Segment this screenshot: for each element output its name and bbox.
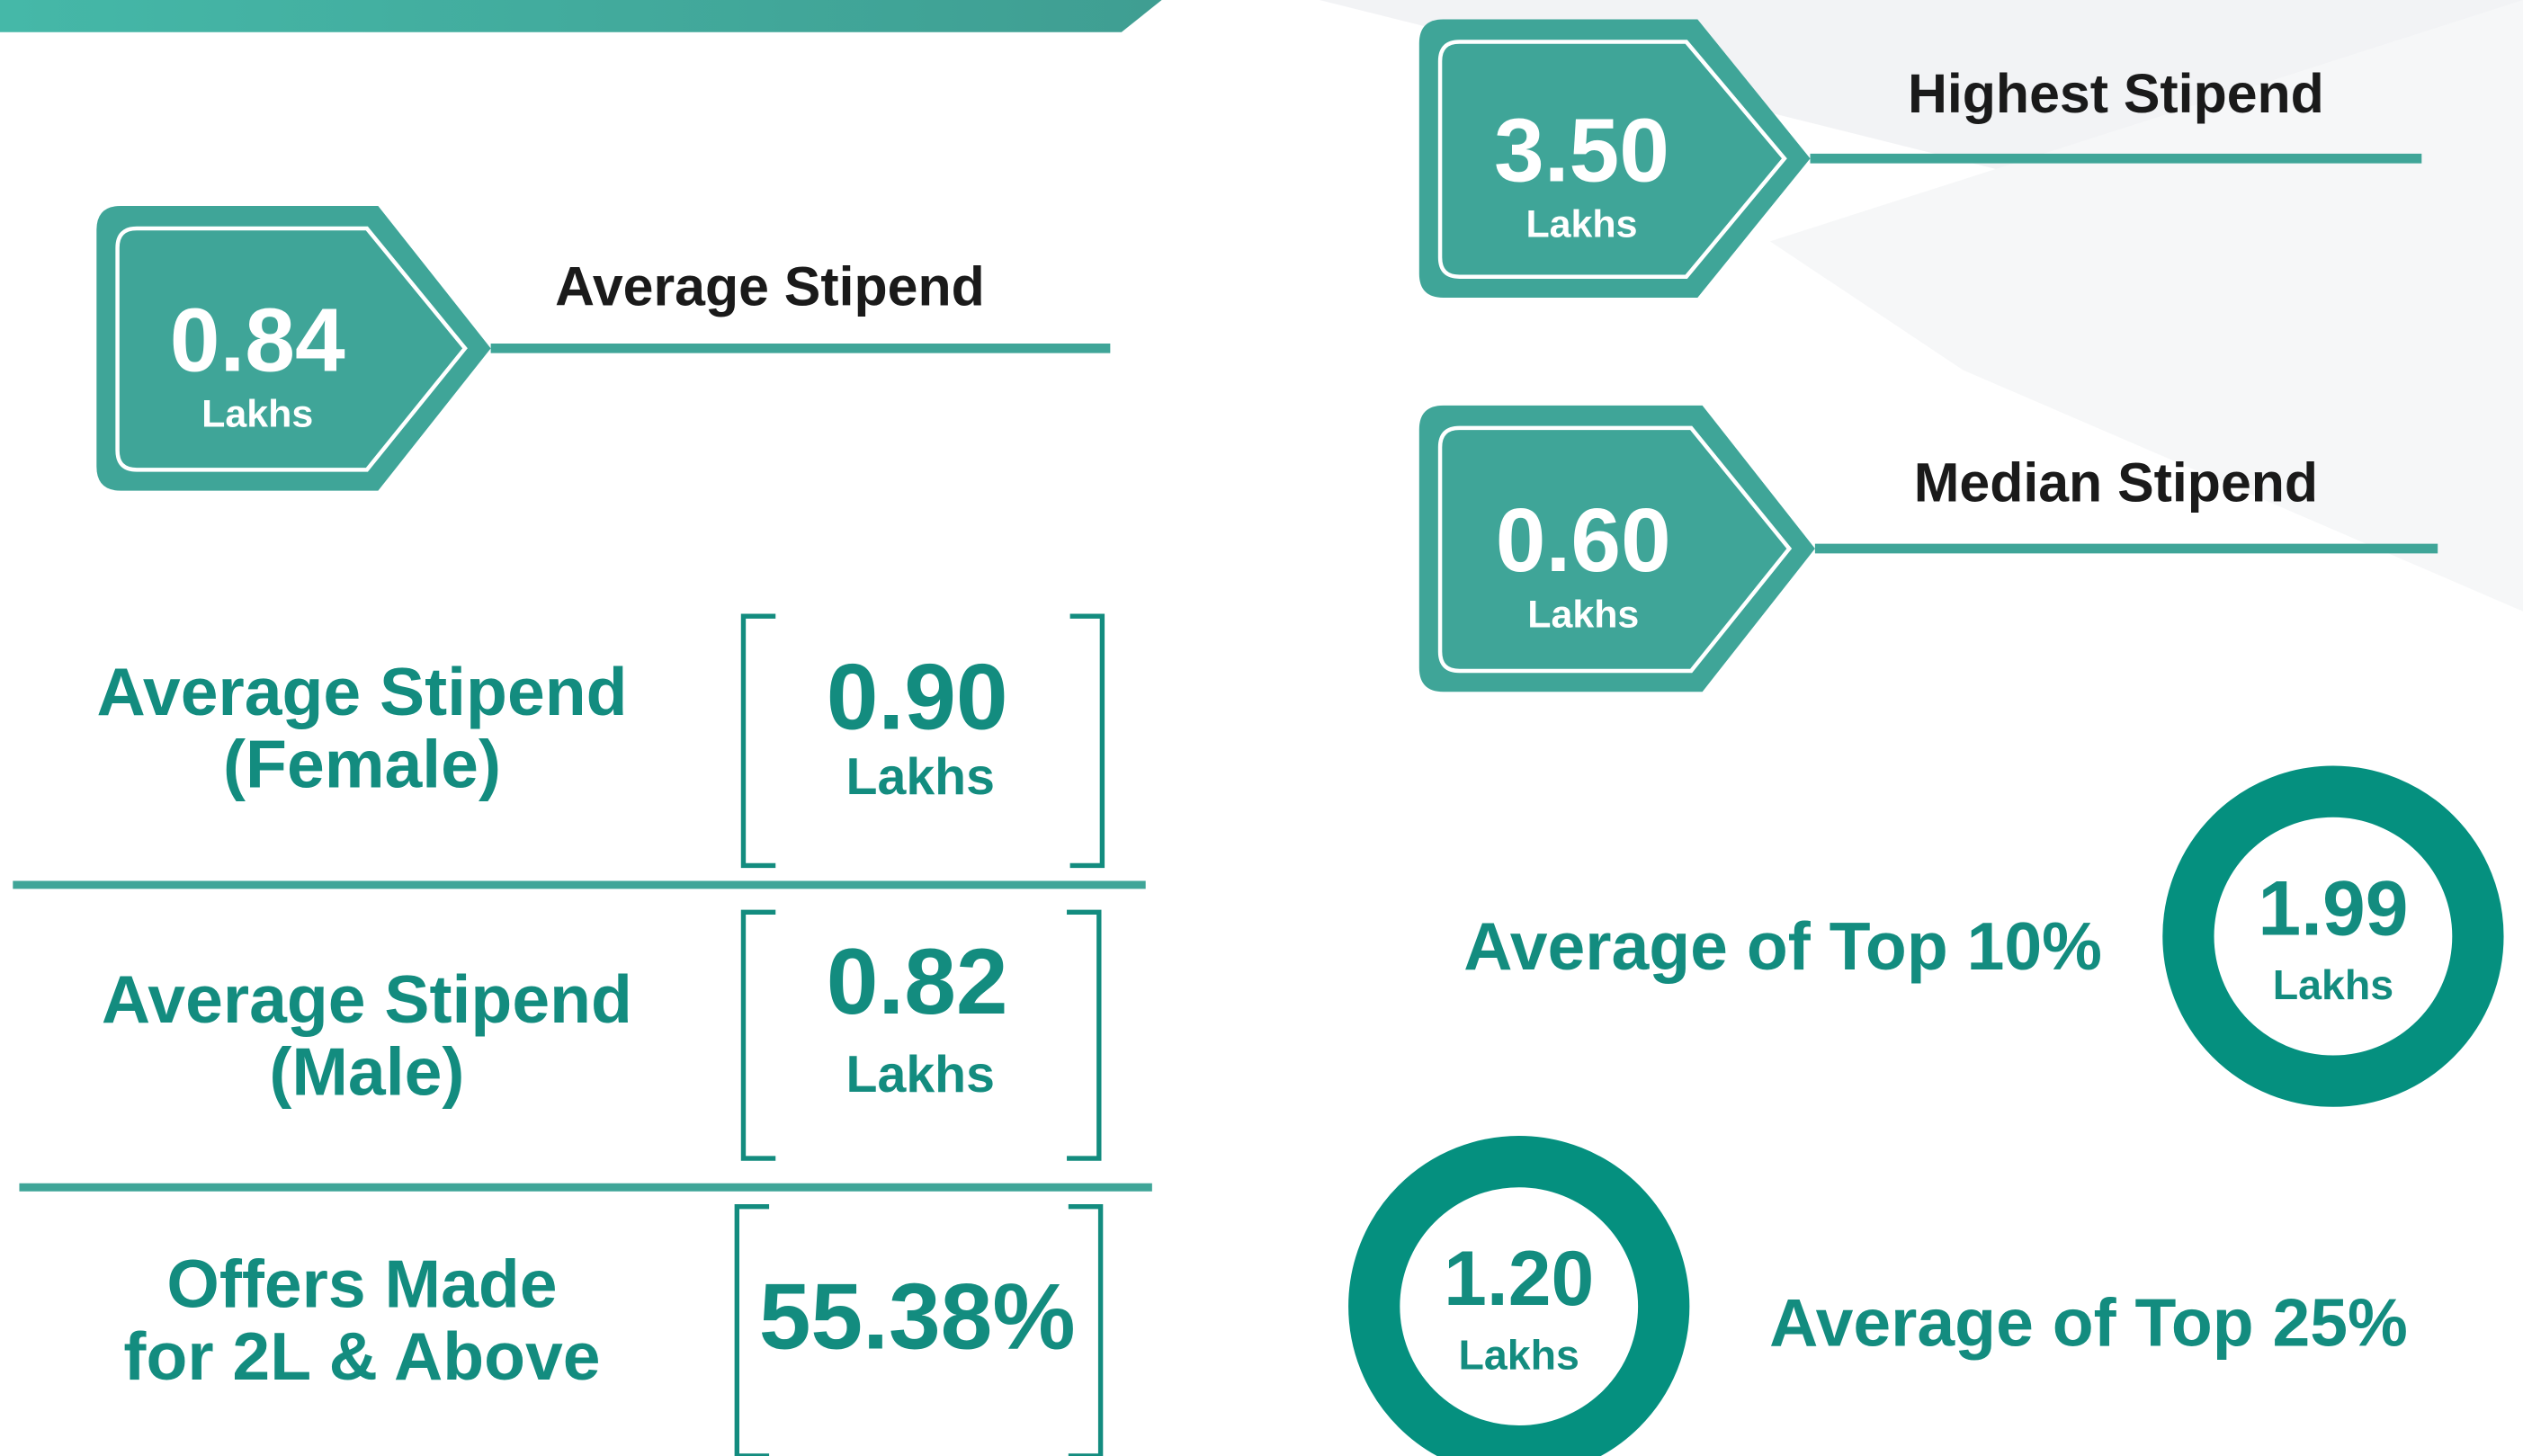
row-label: Offers Made [166, 1246, 557, 1322]
ring [2162, 765, 2504, 1107]
background-shape [1769, 0, 2523, 612]
ring-unit: Lakhs [1459, 1331, 1579, 1378]
row-unit: Lakhs [846, 1046, 995, 1103]
bracket-left [740, 613, 776, 869]
stat-value: 0.60 [1496, 490, 1671, 591]
top-bar [0, 0, 1162, 32]
row-value: 0.82 [827, 929, 1008, 1033]
ring-unit: Lakhs [2273, 961, 2393, 1008]
badge-outline [115, 226, 468, 472]
ring-value: 1.20 [1444, 1236, 1594, 1322]
row-label: Average Stipend [102, 961, 632, 1037]
badge [1418, 405, 1815, 692]
stat-unit: Lakhs [1525, 203, 1637, 246]
stat-label: Median Stipend [1914, 452, 2318, 514]
badge [1418, 19, 1811, 298]
ring-label: Average of Top 25% [1769, 1284, 2408, 1360]
row-label: (Female) [223, 727, 501, 802]
row-label: (Male) [269, 1033, 464, 1109]
row-label: Average Stipend [96, 654, 627, 729]
bracket-right [1067, 909, 1102, 1161]
row-value: 55.38% [759, 1264, 1076, 1368]
badge-outline [1437, 425, 1793, 674]
row-value: 0.90 [827, 645, 1008, 749]
row-label: for 2L & Above [123, 1318, 600, 1394]
ring-value: 1.99 [2258, 866, 2408, 952]
ring [1348, 1136, 1690, 1456]
stat-unit: Lakhs [201, 393, 313, 436]
ring-label: Average of Top 10% [1463, 908, 2102, 984]
row-unit: Lakhs [846, 748, 995, 806]
stat-value: 0.84 [170, 290, 345, 390]
stat-unit: Lakhs [1527, 593, 1639, 636]
stat-label: Highest Stipend [1908, 63, 2324, 124]
badge-outline [1437, 40, 1787, 279]
stat-value: 3.50 [1494, 100, 1669, 201]
stat-label: Average Stipend [555, 255, 985, 317]
badge [96, 206, 491, 491]
bracket-left [740, 909, 776, 1161]
bracket-right [1069, 613, 1105, 869]
